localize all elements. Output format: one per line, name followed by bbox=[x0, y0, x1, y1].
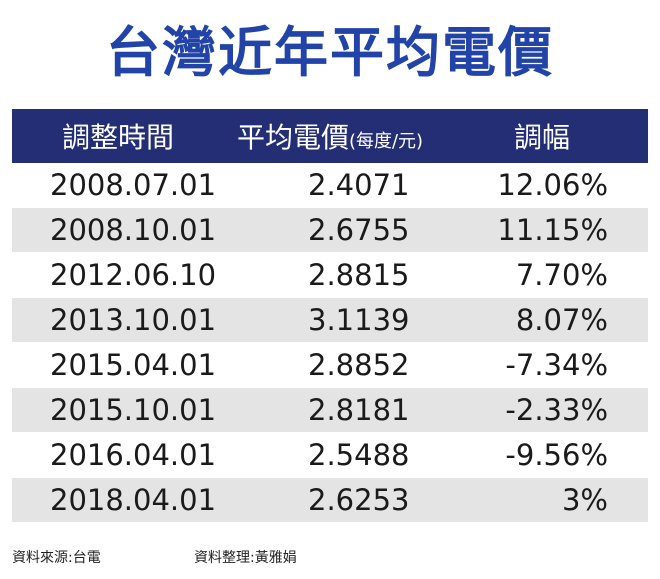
footer-compiled-by: 資料整理:黃雅娟 bbox=[194, 550, 297, 566]
cell-price: 2.8815 bbox=[308, 258, 410, 292]
table-row: 2008.10.01 2.6755 11.15% bbox=[12, 208, 648, 253]
header-date: 調整時間 bbox=[61, 121, 174, 154]
table-header: 調整時間 平均電價(每度/元) 調幅 bbox=[12, 109, 648, 163]
footer: 資料來源:台電 資料整理:黃雅娟 bbox=[12, 547, 648, 567]
footer-source: 資料來源:台電 bbox=[12, 550, 101, 566]
cell-price: 2.6755 bbox=[308, 213, 410, 247]
cell-change: -9.56% bbox=[505, 438, 608, 472]
cell-date: 2012.06.10 bbox=[50, 258, 217, 292]
cell-change: 11.15% bbox=[497, 213, 608, 247]
chart-title: 台灣近年平均電價 bbox=[106, 21, 554, 84]
cell-change: 8.07% bbox=[515, 303, 608, 337]
cell-price: 2.4071 bbox=[308, 168, 410, 202]
cell-change: 3% bbox=[561, 483, 608, 517]
table-row: 2018.04.01 2.6253 3% bbox=[12, 478, 648, 523]
header-price-label: 平均電價 bbox=[236, 121, 349, 154]
cell-date: 2015.04.01 bbox=[50, 348, 217, 382]
price-table: 調整時間 平均電價(每度/元) 調幅 2008.07.01 2.4071 12.06… bbox=[12, 109, 648, 523]
cell-change: -7.34% bbox=[505, 348, 608, 382]
cell-date: 2016.04.01 bbox=[50, 438, 217, 472]
cell-change: -2.33% bbox=[505, 393, 608, 427]
table-body: 2008.07.01 2.4071 12.06% 2008.10.01 2.6755 11… bbox=[12, 163, 648, 523]
cell-change: 7.70% bbox=[515, 258, 608, 292]
header-change: 調幅 bbox=[513, 121, 570, 154]
cell-price: 2.8181 bbox=[308, 393, 410, 427]
header-price: 平均電價(每度/元) bbox=[224, 116, 436, 156]
cell-change: 12.06% bbox=[497, 168, 608, 202]
table-row: 2016.04.01 2.5488 -9.56% bbox=[12, 433, 648, 478]
table-row: 2008.07.01 2.4071 12.06% bbox=[12, 163, 648, 208]
table-row: 2013.10.01 3.1139 8.07% bbox=[12, 298, 648, 343]
cell-price: 2.6253 bbox=[308, 483, 410, 517]
cell-date: 2008.07.01 bbox=[50, 168, 217, 202]
cell-price: 3.1139 bbox=[308, 303, 410, 337]
table-row: 2015.04.01 2.8852 -7.34% bbox=[12, 343, 648, 388]
cell-date: 2008.10.01 bbox=[50, 213, 217, 247]
table-row: 2012.06.10 2.8815 7.70% bbox=[12, 253, 648, 298]
cell-date: 2018.04.01 bbox=[50, 483, 217, 517]
cell-date: 2015.10.01 bbox=[50, 393, 217, 427]
cell-price: 2.5488 bbox=[308, 438, 410, 472]
cell-price: 2.8852 bbox=[308, 348, 410, 382]
table-row: 2015.10.01 2.8181 -2.33% bbox=[12, 388, 648, 433]
header-price-unit: (每度/元) bbox=[348, 131, 424, 152]
cell-date: 2013.10.01 bbox=[50, 303, 217, 337]
